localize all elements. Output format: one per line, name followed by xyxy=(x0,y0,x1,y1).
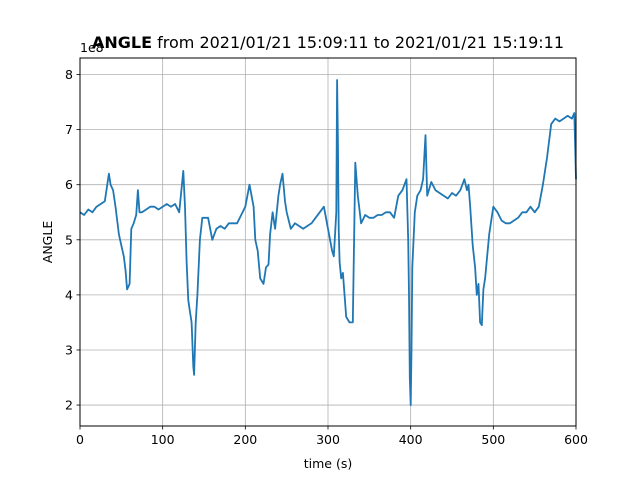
x-tick-label: 200 xyxy=(233,432,257,447)
series-layer xyxy=(79,79,577,407)
y-tick-label: 3 xyxy=(65,342,73,357)
y-tick-label: 8 xyxy=(65,67,73,82)
y-tick-label: 6 xyxy=(65,177,73,192)
y-tick-label: 7 xyxy=(65,122,73,137)
y-axis-label: ANGLE xyxy=(40,221,55,264)
y-offset-text: 1e8 xyxy=(80,40,104,55)
grid xyxy=(79,58,577,426)
y-tick-label: 2 xyxy=(65,398,73,413)
x-axis-label: time (s) xyxy=(304,456,352,471)
chart-title-bold: ANGLE xyxy=(92,33,153,52)
chart-title-rest: from 2021/01/21 15:09:11 to 2021/01/21 1… xyxy=(152,33,564,52)
x-tick-label: 300 xyxy=(316,432,340,447)
y-axis-ticks: 2 3 4 5 6 7 8 xyxy=(65,67,80,413)
angle-series-line xyxy=(79,79,577,407)
x-tick-label: 400 xyxy=(399,432,423,447)
x-tick-label: 500 xyxy=(481,432,505,447)
y-tick-label: 5 xyxy=(65,232,73,247)
x-tick-label: 0 xyxy=(76,432,84,447)
x-tick-label: 600 xyxy=(564,432,588,447)
x-axis-ticks: 0 100 200 300 400 500 600 xyxy=(76,426,588,447)
y-tick-label: 4 xyxy=(65,287,73,302)
x-tick-label: 100 xyxy=(151,432,175,447)
chart-title: ANGLE from 2021/01/21 15:09:11 to 2021/0… xyxy=(80,33,576,52)
